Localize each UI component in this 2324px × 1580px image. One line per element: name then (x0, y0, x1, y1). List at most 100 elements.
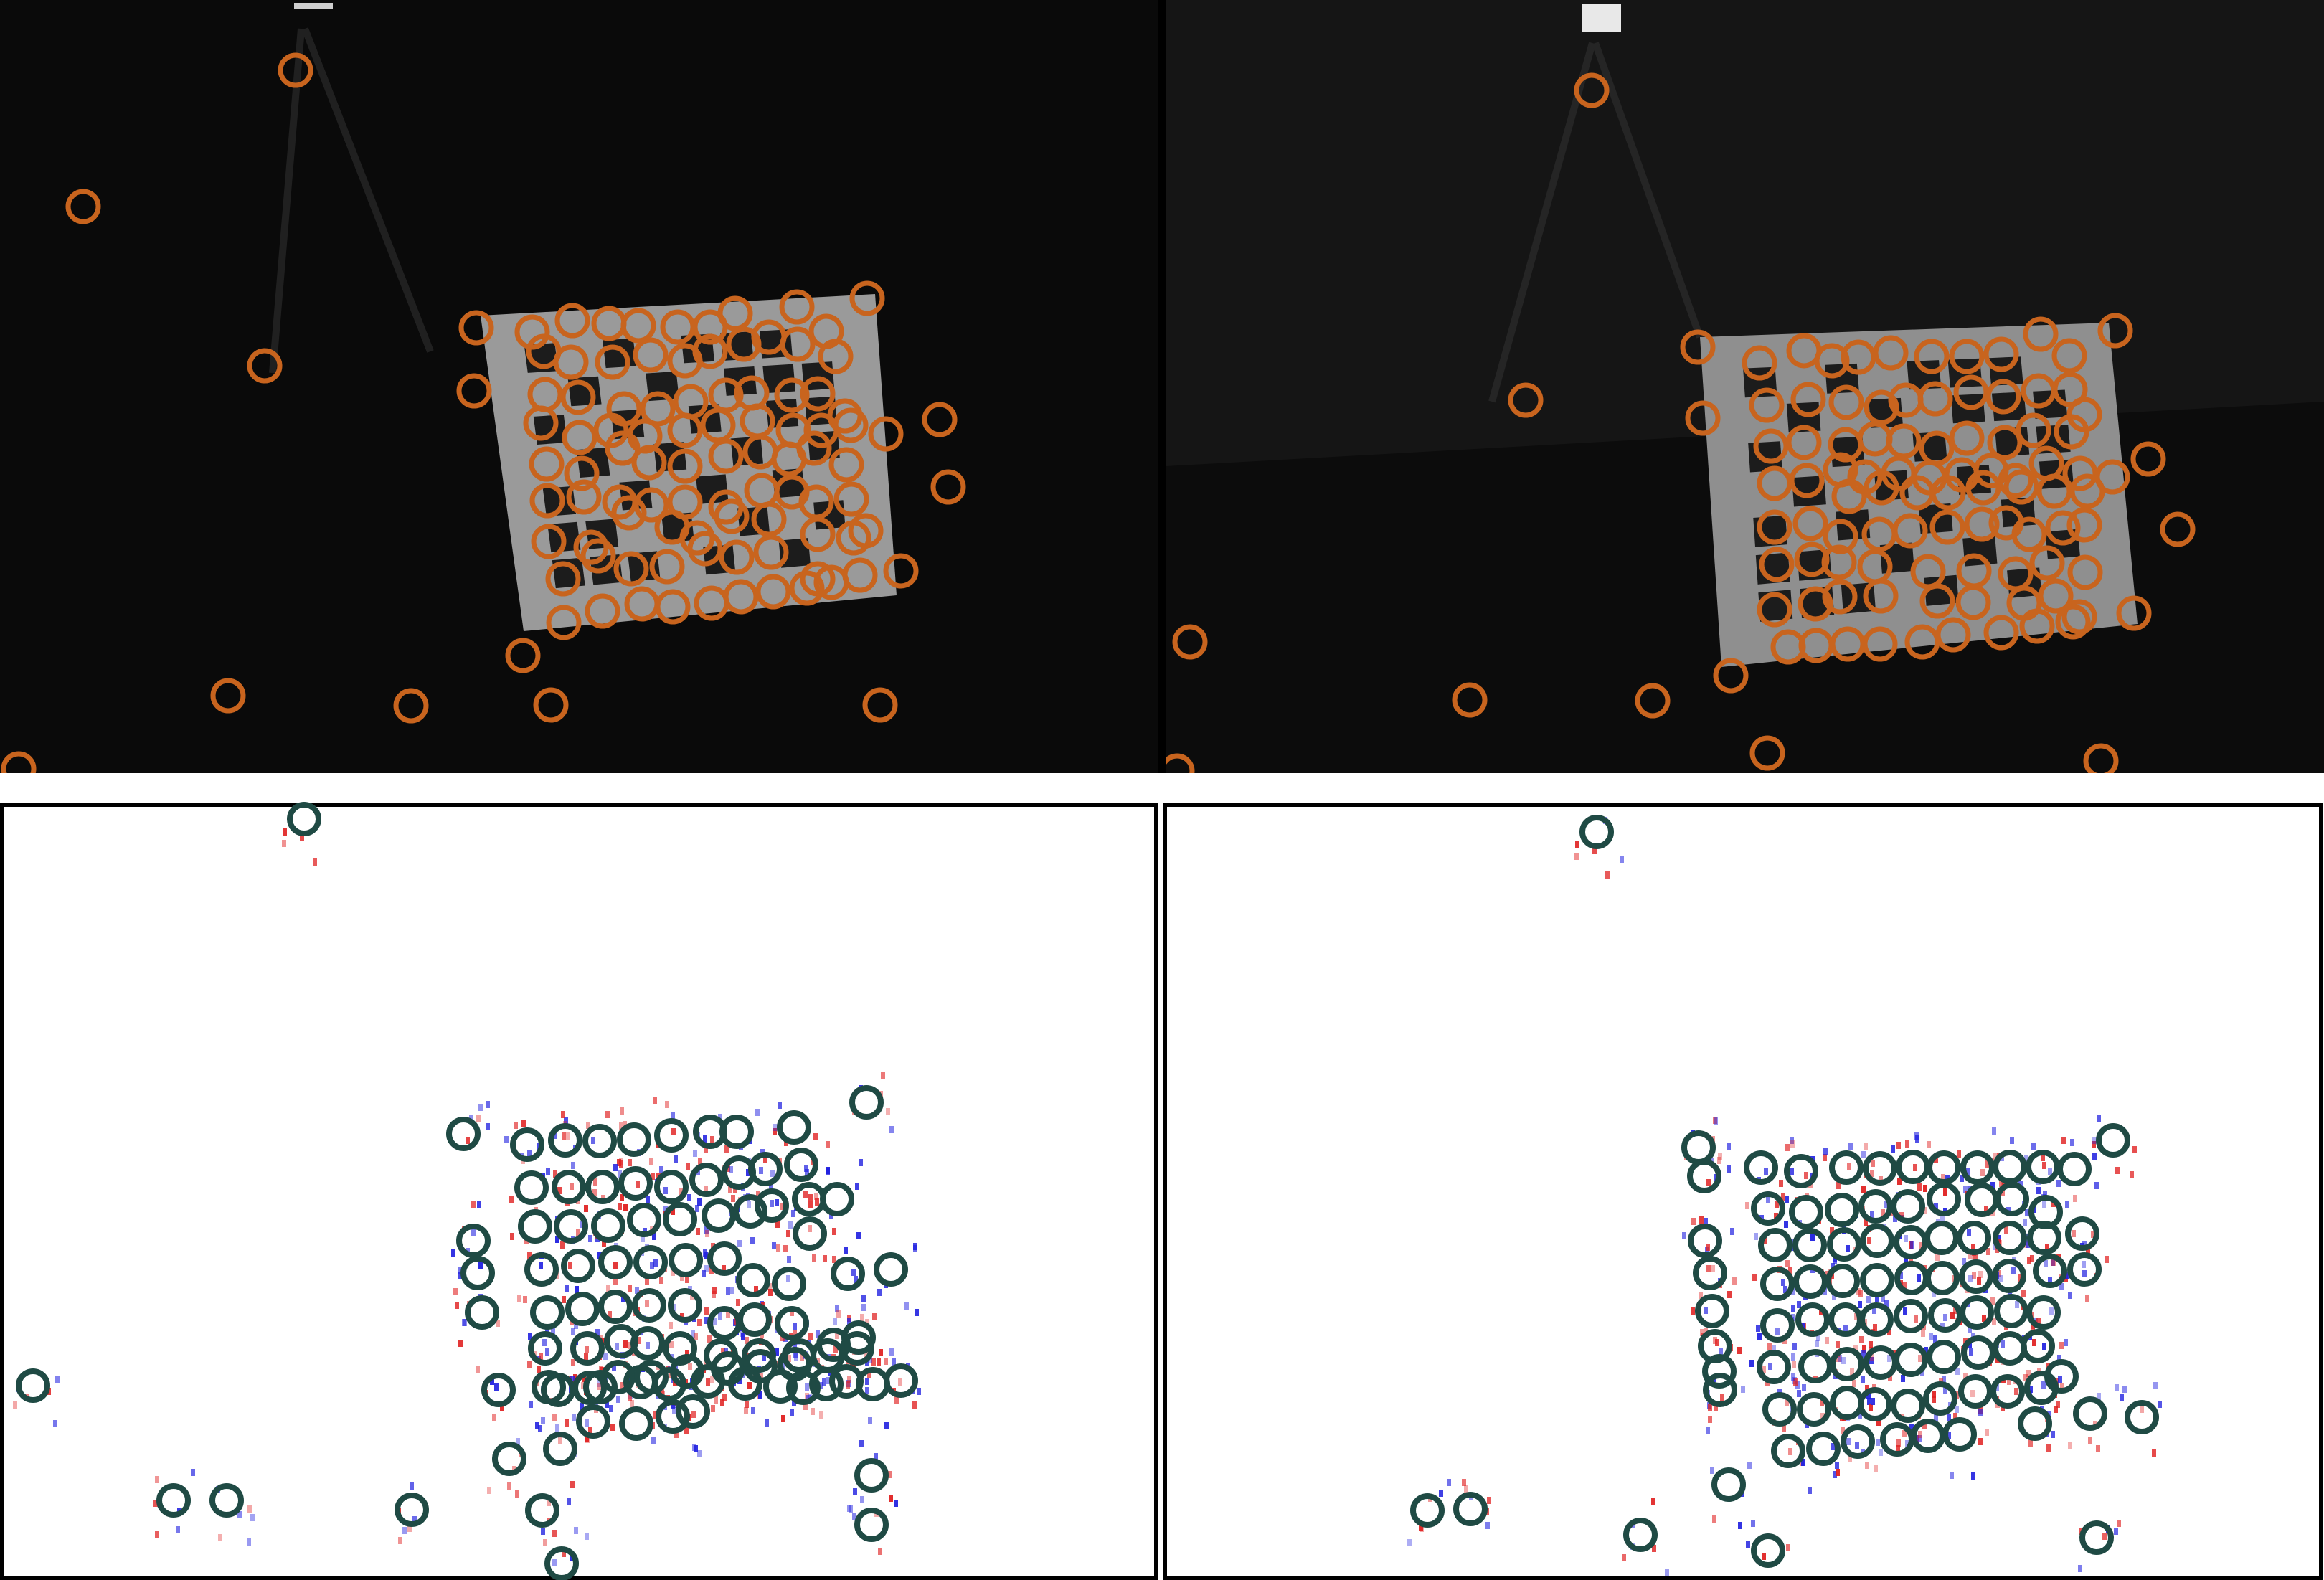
event-pixel (787, 1256, 791, 1263)
event-pixel (1932, 1396, 1936, 1403)
keypoint-marker (775, 1306, 809, 1340)
event-pixel (597, 1252, 602, 1259)
event-pixel (628, 1159, 632, 1166)
event-pixel (1718, 1153, 1722, 1160)
event-pixel (574, 1322, 578, 1329)
event-pixel (613, 1164, 618, 1171)
event-pixel (889, 1348, 894, 1356)
event-pixel (1922, 1422, 1927, 1429)
event-pixel (250, 1514, 255, 1521)
keypoint-marker (543, 1432, 577, 1466)
event-pixel (608, 1311, 612, 1318)
event-pixel (635, 1287, 639, 1294)
event-pixel (1990, 1182, 1995, 1189)
event-pixel (747, 1382, 752, 1389)
event-pixel (13, 1401, 17, 1409)
event-pixel (1962, 1258, 1966, 1265)
keypoint-marker (708, 438, 744, 474)
event-pixel (768, 1289, 773, 1296)
event-pixel (886, 1108, 890, 1115)
board-square (603, 338, 637, 369)
keypoint-marker (1942, 1417, 1977, 1452)
event-pixel (2130, 1171, 2134, 1178)
event-pixel (1901, 1375, 1905, 1382)
event-pixel (889, 1126, 894, 1133)
event-pixel (1791, 1305, 1795, 1312)
event-pixel (2023, 1374, 2028, 1381)
event-pixel (860, 1496, 864, 1503)
event-pixel (552, 1414, 557, 1421)
event-pixel (523, 1296, 527, 1303)
keypoint-marker (1574, 72, 1610, 108)
event-pixel (741, 1333, 745, 1340)
event-pixel (792, 1399, 796, 1406)
top-left-intensity-panel (0, 0, 1161, 787)
event-pixel (865, 1378, 869, 1385)
keypoint-marker (2061, 599, 2097, 635)
event-pixel (1738, 1522, 1742, 1529)
event-pixel (571, 1162, 575, 1169)
event-pixel (283, 828, 287, 836)
event-pixel (2048, 1277, 2052, 1285)
keypoint-marker (1924, 1221, 1959, 1255)
event-pixel (1747, 1462, 1752, 1469)
event-pixel (620, 1107, 624, 1115)
keypoint-marker (702, 1198, 736, 1233)
keypoint-marker (1935, 617, 1971, 653)
event-pixel (1984, 1206, 1988, 1213)
event-pixel (800, 1353, 804, 1361)
event-pixel (2132, 1146, 2137, 1153)
event-pixel (597, 1383, 601, 1390)
event-pixel (1861, 1350, 1866, 1358)
keypoint-marker (565, 1292, 600, 1326)
keypoint-marker (1919, 583, 1955, 619)
event-pixel (1846, 1438, 1851, 1445)
keypoint-marker (1702, 1354, 1737, 1389)
event-pixel (2114, 1528, 2118, 1535)
event-pixel (218, 1534, 222, 1541)
event-pixel (718, 1312, 722, 1320)
event-pixel (619, 1122, 623, 1130)
event-pixel (1836, 1469, 1840, 1476)
event-pixel (628, 1285, 632, 1292)
keypoint-marker (719, 1115, 754, 1149)
event-pixel (2064, 1339, 2068, 1346)
event-pixel (1775, 1201, 1779, 1208)
keypoint-marker (525, 1493, 559, 1528)
keypoint-marker (1749, 735, 1785, 771)
event-pixel (1862, 1345, 1866, 1353)
event-pixel (237, 1511, 242, 1518)
event-pixel (881, 1072, 885, 1079)
event-pixel (562, 1550, 566, 1557)
event-pixel (849, 1505, 853, 1513)
event-pixel (1904, 1255, 1908, 1262)
keypoint-marker (1863, 578, 1899, 614)
keypoint-marker (580, 538, 616, 574)
keypoint-marker (529, 446, 565, 482)
keypoint-marker (930, 469, 966, 505)
event-pixel (698, 1158, 702, 1165)
event-pixel (791, 1210, 795, 1217)
keypoint-marker (601, 1360, 636, 1394)
event-pixel (835, 1332, 839, 1339)
keypoint-marker (2019, 608, 2055, 644)
event-pixel (585, 1434, 589, 1442)
keypoint-marker (529, 483, 565, 519)
event-pixel (1896, 1142, 1901, 1149)
keypoint-marker (518, 1209, 552, 1244)
keypoint-marker (689, 1163, 724, 1197)
event-pixel (1732, 1277, 1737, 1285)
keypoint-marker (1760, 1267, 1795, 1301)
event-pixel (1985, 1429, 1989, 1436)
event-pixel (1741, 1386, 1745, 1393)
event-pixel (541, 1417, 545, 1424)
event-pixel (1978, 1271, 1983, 1278)
event-pixel (2078, 1565, 2082, 1572)
event-pixel (571, 1359, 575, 1366)
event-pixel (755, 1109, 760, 1116)
event-pixel (1447, 1479, 1451, 1486)
event-pixel (1831, 1263, 1835, 1270)
event-pixel (674, 1431, 679, 1438)
keypoint-marker (1786, 425, 1822, 460)
keypoint-marker (1760, 1308, 1795, 1343)
